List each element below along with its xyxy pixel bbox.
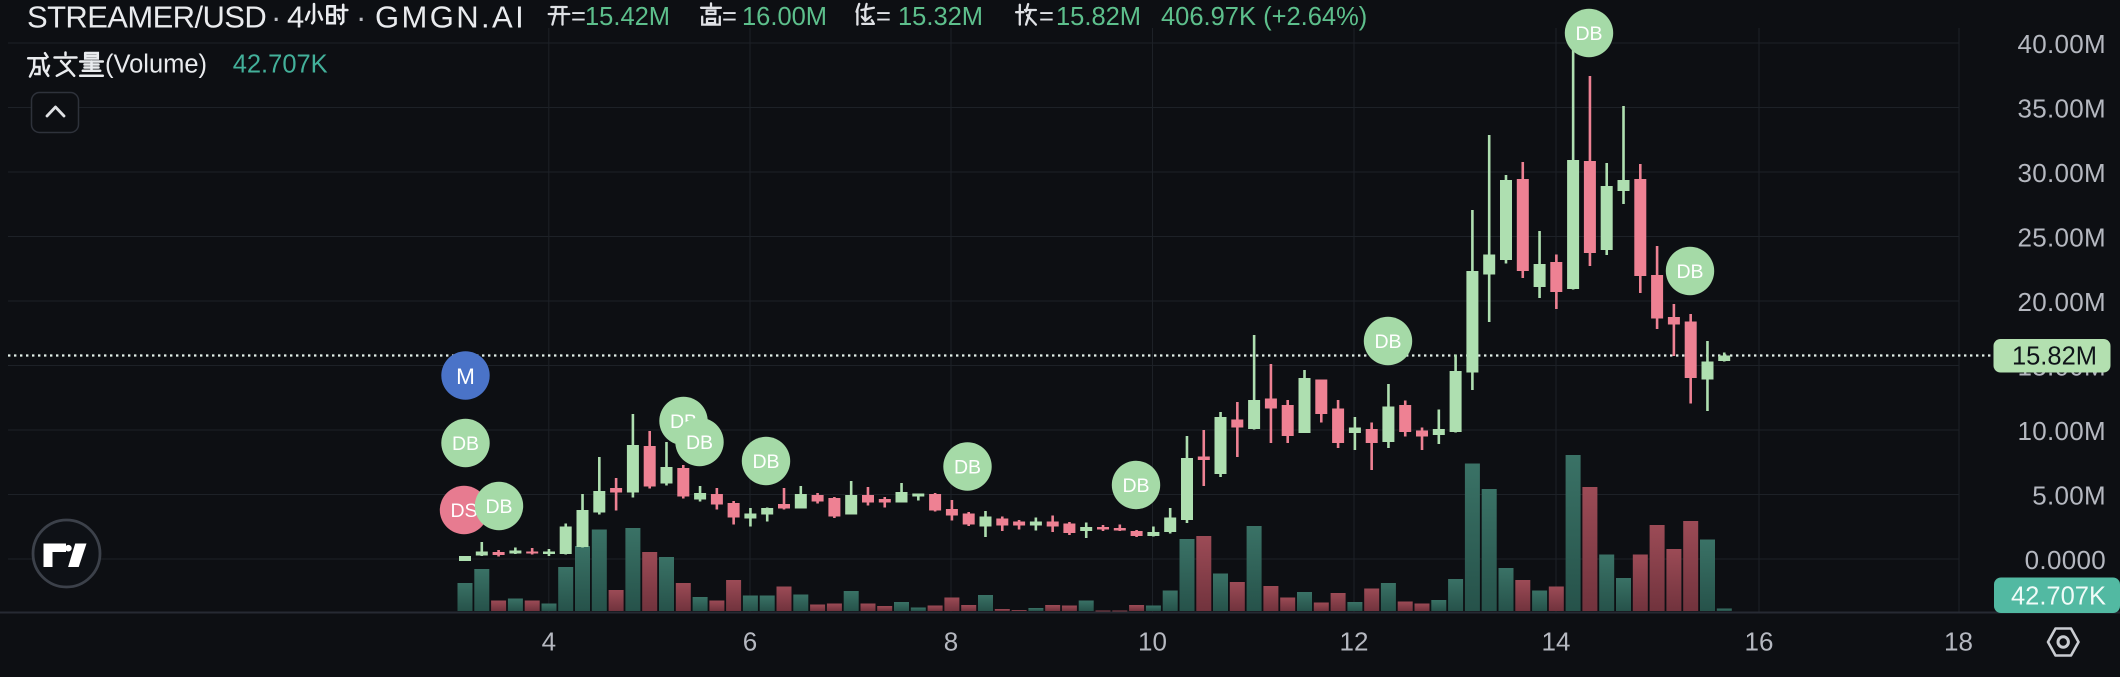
svg-text:42.707K: 42.707K <box>233 51 328 79</box>
svg-text:6: 6 <box>743 627 757 657</box>
svg-text:DB: DB <box>1374 331 1401 353</box>
svg-text:GMGN.AI: GMGN.AI <box>375 0 526 35</box>
svg-text:35.00M: 35.00M <box>2017 94 2106 124</box>
svg-text:10: 10 <box>1138 627 1167 657</box>
svg-text:18: 18 <box>1944 627 1973 657</box>
svg-text:15.42M: 15.42M <box>585 3 670 31</box>
svg-text:DB: DB <box>752 451 779 473</box>
svg-text:DB: DB <box>686 432 713 454</box>
svg-text:(Volume): (Volume) <box>105 51 207 79</box>
svg-text:10.00M: 10.00M <box>2017 416 2106 446</box>
svg-text:DB: DB <box>485 496 512 518</box>
svg-text:40.00M: 40.00M <box>2017 29 2106 59</box>
svg-text:16: 16 <box>1745 627 1774 657</box>
svg-text:406.97K (+2.64%): 406.97K (+2.64%) <box>1161 3 1367 31</box>
svg-text:5.00M: 5.00M <box>2032 481 2106 511</box>
svg-text:DB: DB <box>1575 23 1602 45</box>
svg-text:STREAMER/USD: STREAMER/USD <box>27 0 266 35</box>
svg-text:15.32M: 15.32M <box>898 3 983 31</box>
svg-text:·: · <box>356 0 366 35</box>
svg-text:·: · <box>271 0 281 35</box>
svg-text:0.0000: 0.0000 <box>2025 545 2106 575</box>
svg-text:14: 14 <box>1542 627 1571 657</box>
svg-text:=: = <box>1039 3 1054 31</box>
svg-text:12: 12 <box>1340 627 1369 657</box>
svg-text:DB: DB <box>1122 475 1149 497</box>
svg-text:=: = <box>571 3 586 31</box>
svg-text:DB: DB <box>1676 261 1703 283</box>
svg-text:=: = <box>722 3 737 31</box>
svg-text:=: = <box>876 3 891 31</box>
svg-text:15.82M: 15.82M <box>2012 343 2097 371</box>
svg-text:20.00M: 20.00M <box>2017 287 2106 317</box>
svg-text:16.00M: 16.00M <box>742 3 827 31</box>
svg-text:M: M <box>456 364 475 389</box>
svg-text:42.707K: 42.707K <box>2011 583 2106 611</box>
svg-text:30.00M: 30.00M <box>2017 158 2106 188</box>
svg-text:DB: DB <box>954 457 981 479</box>
svg-text:15.82M: 15.82M <box>1056 3 1141 31</box>
svg-text:8: 8 <box>944 627 958 657</box>
svg-text:DB: DB <box>452 433 479 455</box>
svg-text:4: 4 <box>287 0 304 35</box>
svg-text:4: 4 <box>542 627 556 657</box>
svg-text:25.00M: 25.00M <box>2017 223 2106 253</box>
svg-text:DS: DS <box>450 500 477 522</box>
